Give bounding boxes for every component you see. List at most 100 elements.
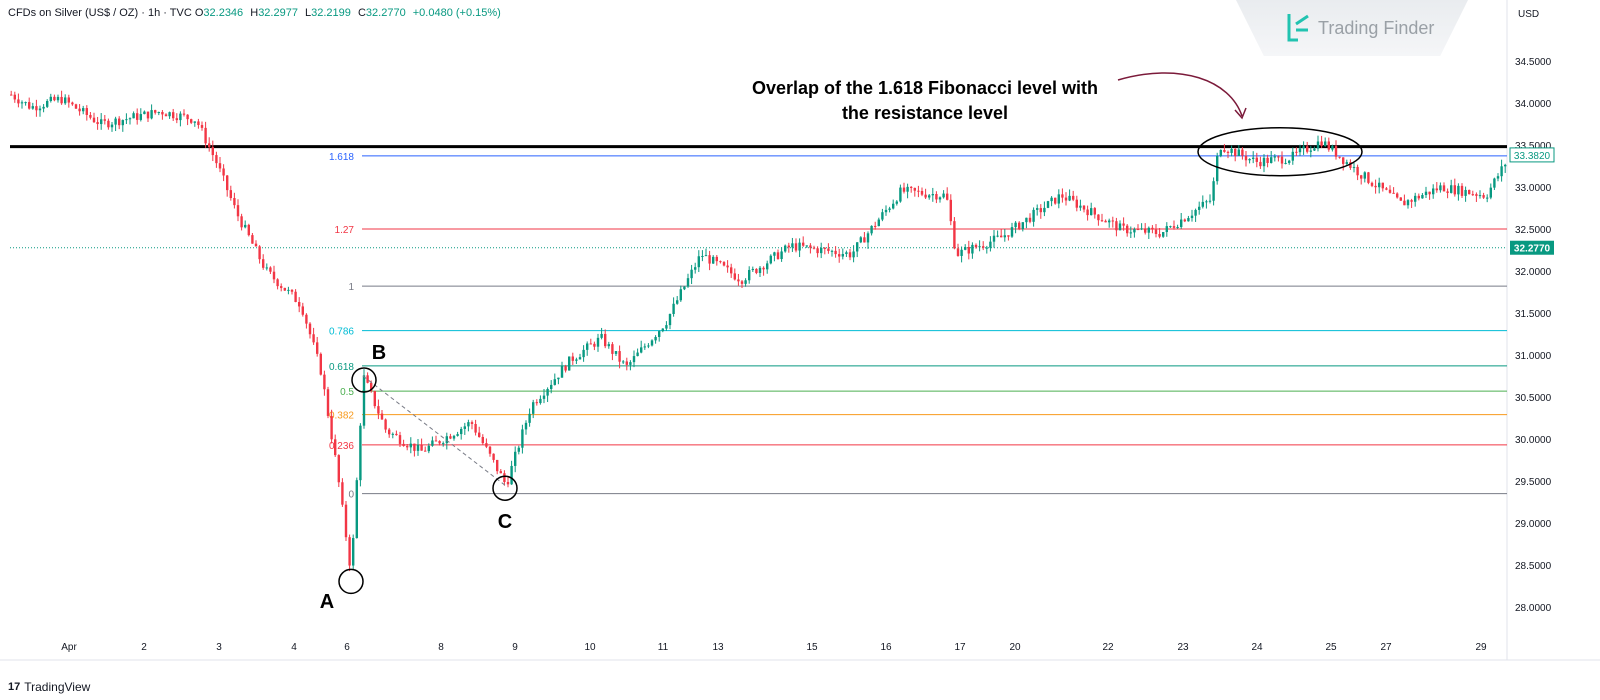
candle-body — [665, 325, 668, 329]
candle-body — [1277, 156, 1280, 158]
candle-body — [262, 259, 265, 268]
candle-body — [1370, 182, 1374, 186]
candle-body — [895, 201, 898, 204]
candle-body — [1295, 151, 1298, 153]
candle-body — [496, 459, 499, 472]
candle-body — [420, 444, 423, 451]
candle-body — [1367, 172, 1370, 183]
candle-body — [1244, 155, 1248, 161]
candle-body — [611, 344, 614, 354]
candle-body — [222, 168, 225, 176]
y-tick-label: 33.5000 — [1515, 141, 1552, 152]
candle-body — [427, 445, 430, 452]
candle-body — [1352, 166, 1356, 168]
candle-body — [1007, 235, 1010, 237]
candle-body — [1036, 208, 1039, 210]
candle-body — [172, 112, 175, 119]
candle-body — [1435, 188, 1438, 191]
candle-body — [953, 221, 956, 249]
candle-body — [1208, 200, 1212, 202]
candle-body — [1100, 220, 1104, 222]
candle-body — [1327, 141, 1330, 150]
fib-level-label: 0.618 — [329, 362, 354, 373]
candle-body — [686, 278, 690, 287]
candle-body — [413, 443, 416, 451]
point-label: B — [372, 342, 386, 364]
candle-body — [1388, 189, 1392, 193]
candle-body — [1259, 161, 1262, 167]
x-tick-label: 10 — [584, 642, 596, 653]
candle-body — [388, 429, 391, 435]
candle-body — [1504, 164, 1507, 167]
x-tick-label: 15 — [806, 642, 818, 653]
candle-body — [1374, 185, 1377, 188]
candle-body — [906, 186, 909, 192]
candle-body — [276, 279, 279, 287]
candle-body — [1270, 157, 1273, 163]
candle-body — [258, 246, 261, 260]
candle-body — [1298, 148, 1302, 153]
candle-body — [733, 273, 736, 280]
y-tick-label: 34.5000 — [1515, 57, 1552, 68]
candle-body — [712, 256, 715, 264]
candle-body — [978, 246, 981, 248]
candle-body — [564, 366, 567, 371]
candle-body — [1028, 217, 1032, 222]
candle-body — [1054, 197, 1057, 204]
candle-body — [334, 439, 337, 456]
candle-body — [17, 99, 20, 104]
candle-body — [622, 361, 625, 363]
y-tick-label: 33.0000 — [1515, 183, 1552, 194]
candle-body — [820, 247, 823, 254]
candle-body — [1075, 199, 1078, 208]
candle-body — [449, 436, 452, 439]
fib-level-label: 0.786 — [329, 327, 354, 338]
candle-body — [1176, 227, 1179, 229]
candle-body — [758, 267, 762, 273]
candle-body — [1064, 197, 1068, 201]
candle-body — [319, 353, 322, 375]
candle-body — [341, 482, 344, 505]
candle-body — [571, 356, 574, 361]
candle-body — [1104, 220, 1107, 223]
candle-body — [1151, 227, 1154, 230]
candle-body — [730, 267, 733, 274]
candle-body — [1345, 162, 1348, 164]
candle-body — [888, 208, 891, 210]
candle-body — [1205, 201, 1208, 203]
candle-body — [1162, 232, 1165, 237]
x-tick-label: 23 — [1177, 642, 1189, 653]
x-tick-label: 29 — [1475, 642, 1487, 653]
y-tick-label: 28.5000 — [1515, 561, 1552, 572]
candle-body — [1021, 222, 1024, 230]
candle-body — [1133, 229, 1136, 233]
candle-body — [240, 216, 243, 228]
tradingview-logo[interactable]: 17 TradingView — [8, 680, 90, 694]
candle-body — [859, 237, 862, 243]
candle-body — [942, 193, 945, 198]
y-tick-label: 28.0000 — [1515, 603, 1552, 614]
candle-body — [568, 356, 571, 371]
y-tick-label: 32.5000 — [1515, 225, 1552, 236]
x-tick-label: 22 — [1102, 642, 1114, 653]
candle-body — [1255, 157, 1258, 162]
candle-body — [1252, 157, 1255, 159]
annotation-text: Overlap of the 1.618 Fibonacci level wit… — [752, 78, 1098, 98]
candle-body — [161, 112, 164, 115]
candle-body — [899, 187, 902, 202]
candle-body — [838, 254, 841, 257]
candle-body — [679, 289, 682, 301]
candle-body — [398, 435, 402, 444]
candle-body — [1478, 195, 1482, 197]
candle-body — [924, 194, 927, 198]
candle-body — [960, 249, 963, 256]
annotation-arrow-head — [1234, 107, 1247, 120]
x-tick-label: Apr — [61, 642, 77, 653]
candle-body — [150, 110, 153, 119]
candle-body — [442, 443, 445, 445]
candle-body — [251, 235, 254, 244]
candle-body — [179, 113, 182, 121]
candle-body — [175, 118, 178, 121]
symbol-label[interactable]: CFDs on Silver (US$ / OZ) · 1h · TVC — [8, 7, 192, 19]
